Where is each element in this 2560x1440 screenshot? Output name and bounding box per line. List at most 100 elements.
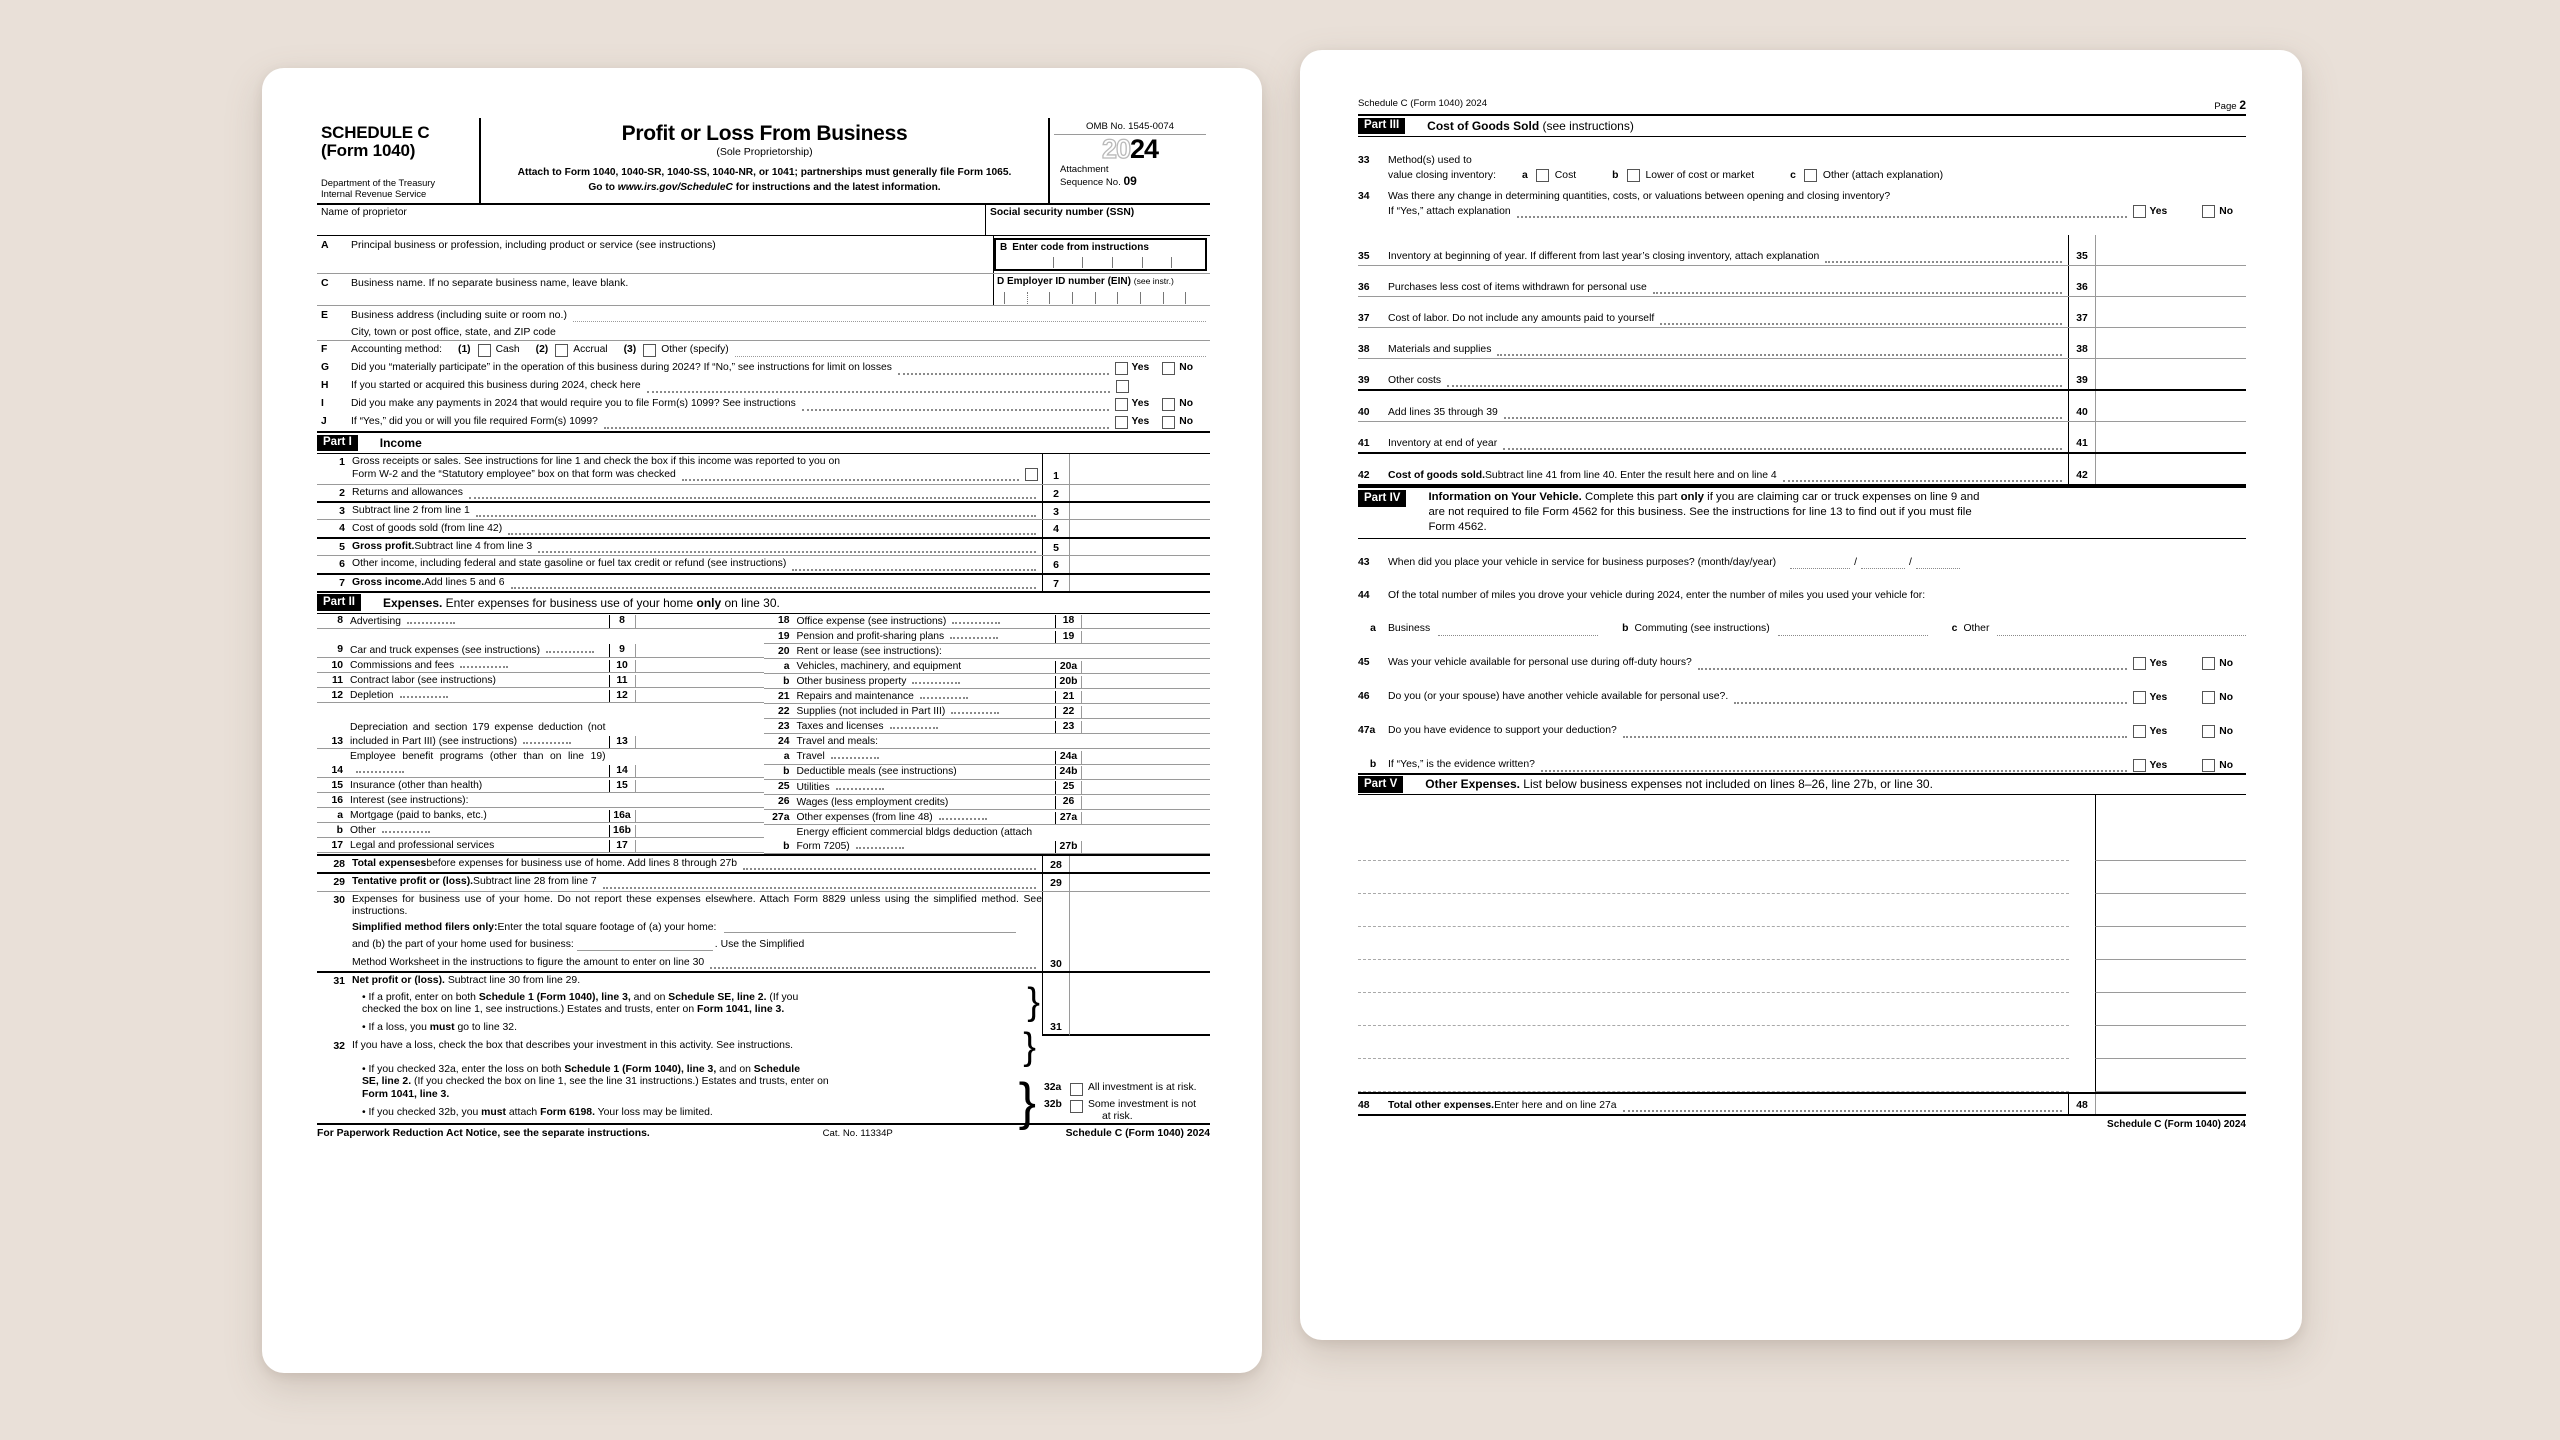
j-yes-checkbox[interactable] <box>1114 415 1128 429</box>
business-address-input[interactable] <box>572 310 1206 322</box>
expense-amount-input[interactable] <box>1082 614 1210 628</box>
other-expense-amount-input[interactable] <box>2095 927 2246 961</box>
ein-field[interactable]: D Employer ID number (EIN) (see instr.) <box>994 274 1210 305</box>
other-expense-amount-input[interactable] <box>2095 861 2246 895</box>
expense-amount-input[interactable] <box>636 749 764 777</box>
line-47b-yes-checkbox[interactable] <box>2132 758 2146 772</box>
commuting-miles-input[interactable] <box>1777 626 1928 636</box>
expense-amount-input[interactable] <box>1082 749 1210 763</box>
cogs-amount-input[interactable] <box>2095 422 2246 453</box>
line-7-amount-input[interactable] <box>1069 574 1210 591</box>
accounting-accrual-checkbox[interactable] <box>555 343 569 357</box>
cogs-amount-input[interactable] <box>2095 391 2246 422</box>
expense-amount-input[interactable] <box>1082 644 1210 658</box>
statutory-employee-checkbox[interactable] <box>1025 468 1038 481</box>
line-3-amount-input[interactable] <box>1069 503 1210 520</box>
expense-amount-input[interactable] <box>636 629 764 657</box>
line-34-yes-checkbox[interactable] <box>2132 205 2146 219</box>
g-no-checkbox[interactable] <box>1162 361 1176 375</box>
expense-amount-input[interactable] <box>1082 674 1210 688</box>
line-28-amount-input[interactable] <box>1069 855 1210 873</box>
expense-amount-input[interactable] <box>1082 795 1210 809</box>
line-32b-checkbox[interactable] <box>1070 1099 1083 1113</box>
irs-url[interactable]: www.irs.gov/ScheduleC <box>617 182 733 194</box>
line-2-amount-input[interactable] <box>1069 484 1210 502</box>
line-33a-checkbox[interactable] <box>1535 169 1549 183</box>
other-expense-description-input[interactable] <box>1358 1059 2069 1093</box>
vehicle-service-month-input[interactable] <box>1790 559 1851 570</box>
city-state-zip-field[interactable]: City, town or post office, state, and ZI… <box>317 323 1210 339</box>
expense-amount-input[interactable] <box>1082 825 1210 853</box>
line-34-no-checkbox[interactable] <box>2202 205 2216 219</box>
line-32a-checkbox[interactable] <box>1070 1082 1083 1096</box>
expense-amount-input[interactable] <box>636 838 764 852</box>
line-31-amount-input[interactable] <box>1069 972 1210 1036</box>
expense-amount-input[interactable] <box>636 823 764 837</box>
j-no-checkbox[interactable] <box>1162 415 1176 429</box>
line-5-amount-input[interactable] <box>1069 538 1210 556</box>
business-address-field[interactable]: E Business address (including suite or r… <box>317 306 1210 322</box>
cogs-amount-input[interactable] <box>2095 235 2246 266</box>
other-expense-description-input[interactable] <box>1358 927 2069 961</box>
other-expense-amount-input[interactable] <box>2095 1026 2246 1060</box>
accounting-other-input[interactable] <box>734 345 1206 357</box>
expense-amount-input[interactable] <box>1082 765 1210 779</box>
business-miles-input[interactable] <box>1438 626 1599 636</box>
line-46-yes-checkbox[interactable] <box>2132 690 2146 704</box>
principal-business-field[interactable]: A Principal business or profession, incl… <box>317 236 994 274</box>
name-of-proprietor-field[interactable]: Name of proprietor <box>317 205 986 236</box>
ssn-field[interactable]: Social security number (SSN) <box>986 205 1210 235</box>
expense-amount-input[interactable] <box>1082 810 1210 824</box>
business-sqft-input[interactable] <box>576 941 713 951</box>
line-47b-no-checkbox[interactable] <box>2202 758 2216 772</box>
expense-amount-input[interactable] <box>636 808 764 822</box>
expense-amount-input[interactable] <box>636 658 764 672</box>
other-expense-amount-input[interactable] <box>2095 993 2246 1027</box>
vehicle-service-day-input[interactable] <box>1861 559 1906 570</box>
line-48-amount-input[interactable] <box>2095 1094 2246 1115</box>
line-33c-checkbox[interactable] <box>1803 169 1817 183</box>
expense-amount-input[interactable] <box>636 778 764 792</box>
line-4-amount-input[interactable] <box>1069 520 1210 537</box>
line-29-amount-input[interactable] <box>1069 874 1210 891</box>
i-yes-checkbox[interactable] <box>1114 397 1128 411</box>
expense-amount-input[interactable] <box>1082 734 1210 748</box>
line-1-amount-input[interactable] <box>1069 453 1210 484</box>
accounting-other-checkbox[interactable] <box>643 343 657 357</box>
expense-amount-input[interactable] <box>1082 659 1210 673</box>
business-name-field[interactable]: C Business name. If no separate business… <box>317 274 994 306</box>
other-expense-description-input[interactable] <box>1358 828 2069 862</box>
i-no-checkbox[interactable] <box>1162 397 1176 411</box>
line-6-amount-input[interactable] <box>1069 556 1210 573</box>
cogs-amount-input[interactable] <box>2095 266 2246 297</box>
expense-amount-input[interactable] <box>1082 689 1210 703</box>
other-expense-amount-input[interactable] <box>2095 894 2246 928</box>
other-expense-amount-input[interactable] <box>2095 828 2246 862</box>
line-45-no-checkbox[interactable] <box>2202 656 2216 670</box>
other-expense-amount-input[interactable] <box>2095 795 2246 829</box>
line-45-yes-checkbox[interactable] <box>2132 656 2146 670</box>
expense-amount-input[interactable] <box>1082 629 1210 643</box>
other-expense-amount-input[interactable] <box>2095 960 2246 994</box>
line-30-amount-input[interactable] <box>1069 891 1210 971</box>
other-expense-amount-input[interactable] <box>2095 1059 2246 1093</box>
accounting-cash-checkbox[interactable] <box>477 343 491 357</box>
expense-amount-input[interactable] <box>636 793 764 807</box>
other-expense-description-input[interactable] <box>1358 993 2069 1027</box>
other-expense-description-input[interactable] <box>1358 894 2069 928</box>
expense-amount-input[interactable] <box>1082 704 1210 718</box>
expense-amount-input[interactable] <box>1082 780 1210 794</box>
expense-amount-input[interactable] <box>1082 719 1210 733</box>
expense-amount-input[interactable] <box>636 703 764 748</box>
other-expense-description-input[interactable] <box>1358 960 2069 994</box>
other-miles-input[interactable] <box>1997 626 2246 636</box>
cogs-amount-input[interactable] <box>2095 297 2246 328</box>
h-checkbox[interactable] <box>1116 379 1130 393</box>
vehicle-service-year-input[interactable] <box>1915 559 1960 570</box>
other-expense-description-input[interactable] <box>1358 795 2069 828</box>
cogs-amount-input[interactable] <box>2095 454 2246 485</box>
cogs-amount-input[interactable] <box>2095 359 2246 390</box>
line-47a-yes-checkbox[interactable] <box>2132 724 2146 738</box>
g-yes-checkbox[interactable] <box>1114 361 1128 375</box>
expense-amount-input[interactable] <box>636 688 764 702</box>
